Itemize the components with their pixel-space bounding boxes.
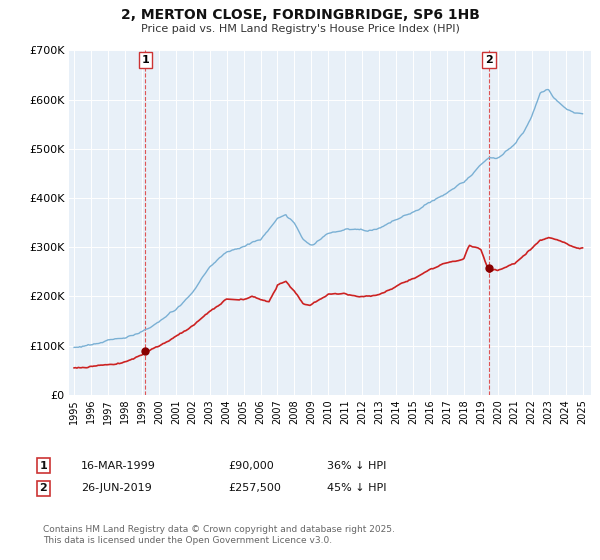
- Text: 45% ↓ HPI: 45% ↓ HPI: [327, 483, 386, 493]
- Text: 16-MAR-1999: 16-MAR-1999: [81, 461, 156, 471]
- Text: 2, MERTON CLOSE, FORDINGBRIDGE, SP6 1HB: 2, MERTON CLOSE, FORDINGBRIDGE, SP6 1HB: [121, 8, 479, 22]
- Text: Contains HM Land Registry data © Crown copyright and database right 2025.
This d: Contains HM Land Registry data © Crown c…: [43, 525, 395, 545]
- Text: 26-JUN-2019: 26-JUN-2019: [81, 483, 152, 493]
- Text: 2: 2: [40, 483, 47, 493]
- Text: £257,500: £257,500: [228, 483, 281, 493]
- Text: 1: 1: [40, 461, 47, 471]
- Text: 1: 1: [142, 55, 149, 66]
- Text: 2: 2: [485, 55, 493, 66]
- Text: 36% ↓ HPI: 36% ↓ HPI: [327, 461, 386, 471]
- Text: Price paid vs. HM Land Registry's House Price Index (HPI): Price paid vs. HM Land Registry's House …: [140, 24, 460, 34]
- Text: £90,000: £90,000: [228, 461, 274, 471]
